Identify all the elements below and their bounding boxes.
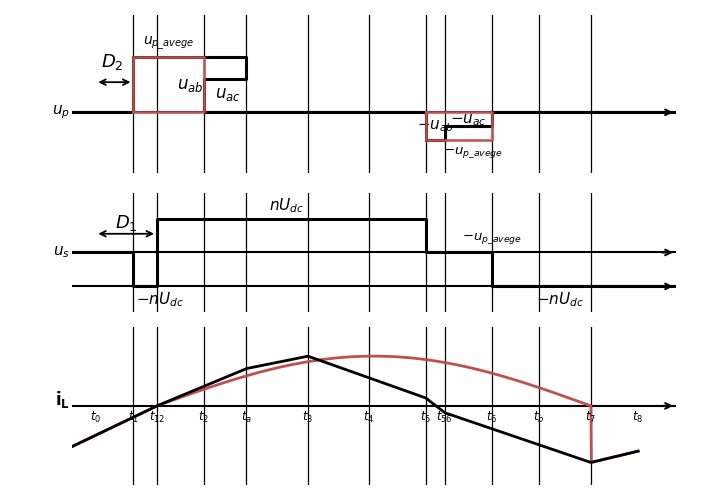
Text: $-u_{p\_avege}$: $-u_{p\_avege}$ <box>443 145 503 160</box>
Text: $t_1$: $t_1$ <box>128 410 139 425</box>
Text: $-nU_{dc}$: $-nU_{dc}$ <box>536 290 585 309</box>
Text: $u_{ab}$: $u_{ab}$ <box>177 76 203 94</box>
Text: $t_2$: $t_2$ <box>198 410 209 425</box>
Text: $D_2$: $D_2$ <box>101 52 124 72</box>
Text: $u_{ac}$: $u_{ac}$ <box>215 85 241 103</box>
Text: $t_{12}$: $t_{12}$ <box>149 410 165 425</box>
Text: $t_4$: $t_4$ <box>364 410 375 425</box>
Text: $-nU_{dc}$: $-nU_{dc}$ <box>136 290 183 309</box>
Text: $t_0$: $t_0$ <box>90 410 101 425</box>
Text: $-u_{p\_avege}$: $-u_{p\_avege}$ <box>462 231 522 247</box>
Text: $t_6$: $t_6$ <box>486 410 498 425</box>
Text: $t_{56}$: $t_{56}$ <box>436 410 453 425</box>
Text: $t_a$: $t_a$ <box>241 410 252 425</box>
Text: $t_3$: $t_3$ <box>302 410 313 425</box>
Text: $nU_{dc}$: $nU_{dc}$ <box>269 197 304 215</box>
Text: $t_5$: $t_5$ <box>420 410 431 425</box>
Text: $t_8$: $t_8$ <box>633 410 644 425</box>
Text: $\mathbf{i_L}$: $\mathbf{i_L}$ <box>55 389 70 409</box>
Text: $-u_{ac}$: $-u_{ac}$ <box>450 112 487 128</box>
Text: $-u_{ab}$: $-u_{ab}$ <box>416 118 454 134</box>
Text: $u_p$: $u_p$ <box>52 103 70 121</box>
Text: $D_1$: $D_1$ <box>115 212 137 233</box>
Text: $u_s$: $u_s$ <box>52 245 70 260</box>
Text: $t_7$: $t_7$ <box>585 410 597 425</box>
Text: $t_b$: $t_b$ <box>533 410 545 425</box>
Text: $u_{p\_avege}$: $u_{p\_avege}$ <box>143 35 194 52</box>
